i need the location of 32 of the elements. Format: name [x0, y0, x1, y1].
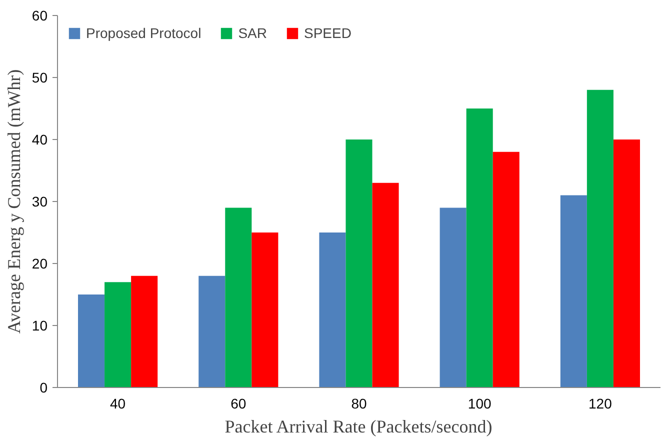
- y-tick-label: 60: [32, 8, 48, 24]
- x-tick-label: 60: [230, 396, 246, 412]
- bar: [225, 208, 252, 388]
- bar: [319, 232, 346, 388]
- y-axis-title: Average Energ y Consumed (mWhr): [4, 69, 24, 334]
- bar: [198, 276, 226, 388]
- x-tick-label: 80: [351, 396, 367, 412]
- x-tick-label: 40: [110, 396, 126, 412]
- x-tick-label: 100: [468, 396, 492, 412]
- bar: [78, 294, 105, 388]
- bar: [346, 140, 372, 388]
- y-tick-label: 0: [40, 380, 48, 396]
- y-tick-label: 20: [32, 256, 48, 272]
- bar: [466, 108, 493, 388]
- bar: [586, 90, 614, 388]
- bar: [104, 282, 132, 388]
- x-axis-title: Packet Arrival Rate (Packets/second): [224, 416, 492, 436]
- y-tick-label: 40: [32, 132, 48, 148]
- bar: [131, 276, 158, 388]
- bar: [613, 140, 640, 388]
- bar: [372, 182, 399, 388]
- legend-label: SPEED: [304, 25, 352, 41]
- legend-label: SAR: [238, 25, 267, 41]
- bar: [252, 232, 278, 388]
- bar: [492, 152, 520, 388]
- legend-label: Proposed Protocol: [86, 25, 202, 41]
- y-tick-label: 50: [32, 70, 48, 86]
- bar: [560, 195, 587, 388]
- y-tick-label: 10: [32, 318, 48, 334]
- y-tick-label: 30: [32, 194, 48, 210]
- x-tick-label: 120: [588, 396, 612, 412]
- bar: [440, 208, 466, 388]
